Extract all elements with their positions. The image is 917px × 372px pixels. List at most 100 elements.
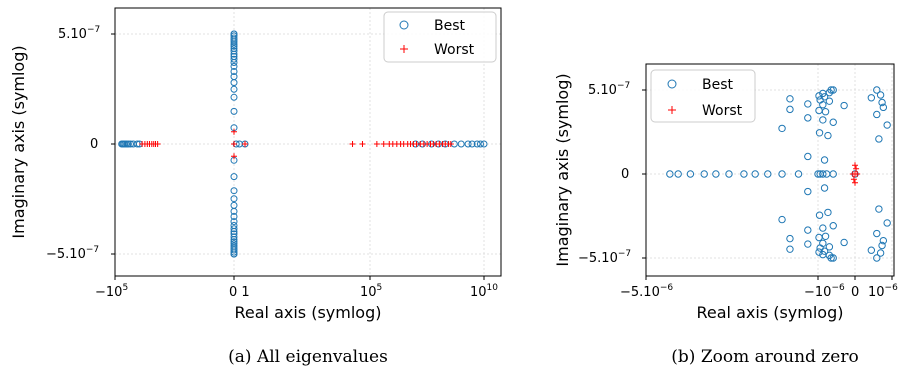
y-tick-label-b-top: 5.10−7	[588, 81, 630, 98]
point-best	[829, 118, 837, 126]
legend-marker-best-a	[399, 20, 409, 30]
point-best	[815, 211, 824, 219]
series-worst-a	[139, 128, 454, 160]
point-best	[840, 238, 848, 247]
point-best	[230, 227, 238, 235]
point-best	[821, 232, 830, 240]
point-best	[816, 96, 824, 104]
point-best	[786, 245, 794, 253]
point-best	[230, 93, 238, 101]
point-best	[879, 103, 888, 112]
point-best	[873, 254, 881, 262]
x-tick-label-b-1: −5.10−6	[620, 283, 673, 300]
point-worst	[231, 153, 237, 160]
point-best	[764, 170, 772, 178]
point-best	[700, 170, 708, 178]
series-best-b	[666, 86, 891, 262]
point-worst	[373, 141, 380, 147]
panel-zoom-around-zero: 5.10−7 0 −5.10−7 −5.10−6 −10−6 0 10−6 Re…	[553, 63, 898, 367]
point-best	[464, 140, 472, 148]
x-tick-label-b-4: 10−6	[868, 283, 898, 300]
point-best	[778, 215, 786, 224]
point-best	[666, 170, 674, 178]
point-best	[814, 170, 822, 178]
panel-all-eigenvalues: 5.10−7 0 −5.10−7 −105 0 1 105 1010 Real …	[9, 7, 502, 367]
plot-frame-a	[114, 7, 502, 277]
point-best	[786, 234, 794, 243]
point-best	[468, 140, 476, 148]
point-best	[230, 38, 238, 46]
point-best	[230, 248, 238, 256]
point-best	[867, 246, 876, 254]
point-worst	[853, 165, 860, 172]
point-best	[230, 40, 238, 48]
point-best	[686, 170, 695, 178]
plot-frame-b	[645, 63, 895, 277]
legend-marker-best-b	[667, 79, 677, 89]
point-best	[820, 184, 829, 192]
point-best	[875, 205, 883, 213]
point-best	[230, 55, 238, 63]
point-best	[825, 251, 834, 260]
x-tick-label-b-3: 0	[851, 285, 859, 300]
point-best	[804, 226, 812, 234]
point-best	[879, 236, 888, 245]
point-best	[829, 222, 837, 230]
point-best	[804, 152, 812, 161]
point-best	[829, 170, 837, 178]
series-best-a	[118, 30, 488, 258]
x-axis-label-a: Real axis (symlog)	[235, 303, 382, 322]
y-tick-label-a-bottom: −5.10−7	[46, 245, 99, 262]
point-best	[725, 170, 733, 178]
point-best	[804, 114, 812, 122]
point-best	[127, 140, 135, 148]
x-axis-label-b: Real axis (symlog)	[697, 303, 844, 322]
point-best	[873, 110, 881, 119]
x-tick-label-a-3: 105	[360, 283, 382, 300]
point-best	[878, 241, 886, 250]
point-best	[778, 124, 786, 133]
point-best	[778, 170, 786, 178]
point-best	[476, 140, 484, 148]
point-best	[230, 173, 238, 181]
point-worst	[154, 141, 161, 147]
point-best	[819, 170, 827, 178]
legend-box-a	[383, 11, 497, 63]
point-best	[230, 107, 238, 115]
point-best	[740, 170, 748, 178]
point-best	[825, 97, 834, 105]
point-worst	[447, 141, 454, 147]
point-best	[457, 140, 465, 148]
point-best	[876, 91, 885, 99]
point-best	[230, 187, 238, 195]
point-best	[804, 240, 812, 248]
point-worst	[854, 171, 861, 177]
point-best	[712, 170, 720, 178]
point-best	[876, 249, 885, 257]
y-tick-label-b-bottom: −5.10−7	[578, 249, 631, 266]
point-best	[230, 218, 238, 226]
point-best	[804, 187, 812, 196]
point-worst	[231, 128, 237, 135]
legend-box-b	[650, 69, 756, 123]
point-best	[819, 116, 827, 124]
y-axis-label-b: Imaginary axis (symlog)	[553, 73, 572, 266]
point-best	[230, 235, 238, 243]
point-best	[480, 140, 488, 148]
point-best	[124, 140, 132, 148]
point-best	[873, 229, 881, 238]
x-tick-label-b-2: −10−6	[804, 283, 845, 300]
point-best	[878, 98, 886, 107]
point-best	[674, 170, 682, 178]
legend-label-best-a: Best	[434, 18, 466, 34]
point-worst	[230, 141, 237, 147]
legend-label-best-b: Best	[702, 77, 734, 93]
point-best	[829, 86, 837, 94]
point-best	[815, 248, 823, 256]
point-best	[473, 140, 481, 148]
point-best	[786, 95, 794, 103]
point-worst	[850, 176, 857, 183]
point-worst	[852, 179, 858, 186]
point-best	[883, 121, 891, 129]
